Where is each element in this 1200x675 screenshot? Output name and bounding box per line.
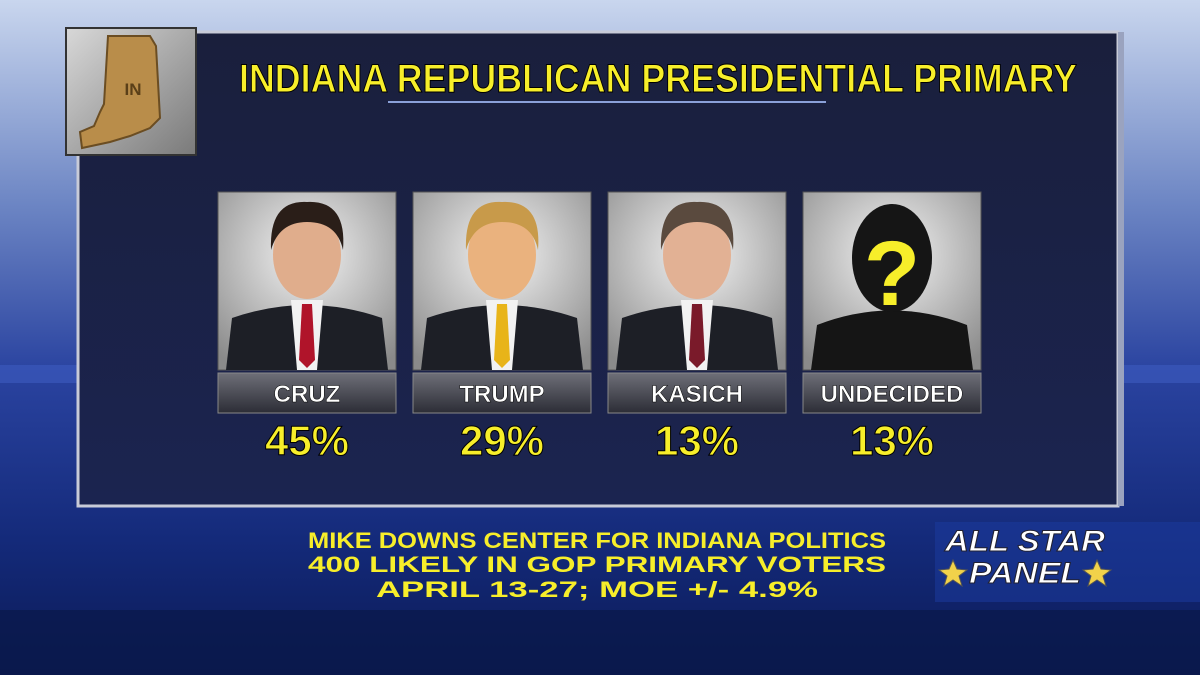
name-plate	[607, 372, 787, 414]
hair	[660, 201, 734, 250]
tie	[299, 304, 315, 368]
state-label: IN	[125, 80, 142, 99]
source-line: 400 LIKELY IN GOP PRIMARY VOTERS	[308, 552, 886, 577]
tie	[494, 304, 510, 368]
candidate-card: KASICH 13%	[607, 191, 787, 465]
face	[273, 211, 341, 299]
candidate-card: TRUMP 29%	[412, 191, 592, 465]
title: INDIANA REPUBLICAN PRESIDENTIAL PRIMARY	[239, 57, 1077, 101]
name-plate	[412, 372, 592, 414]
logo-star	[1081, 558, 1113, 588]
source-line: MIKE DOWNS CENTER FOR INDIANA POLITICS	[308, 528, 886, 553]
name-plate	[217, 372, 397, 414]
source-line: APRIL 13-27; MOE +/- 4.9%	[376, 577, 818, 602]
background-floor	[0, 610, 1200, 675]
logo-star	[937, 558, 969, 588]
unknown-mark: ?	[864, 223, 920, 325]
candidate-result: 13%	[850, 417, 934, 464]
candidate-result: 29%	[460, 417, 544, 464]
logo-text: ALL STAR	[944, 525, 1105, 558]
candidate-card: CRUZ 45%	[217, 191, 397, 465]
tie	[689, 304, 705, 368]
candidate-name: UNDECIDED	[821, 381, 964, 408]
name-plate	[802, 372, 982, 414]
face	[468, 211, 536, 299]
show-logo: ALL STAR PANEL	[935, 522, 1200, 602]
candidate-name: TRUMP	[459, 381, 544, 408]
logo-backdrop	[935, 522, 1200, 602]
silhouette-head	[852, 204, 932, 312]
hair	[270, 201, 344, 250]
candidate-cards: CRUZ 45% TRUMP 29% KASICH 13%? UNDECIDED 13%	[217, 191, 982, 465]
logo-text: PANEL	[969, 557, 1081, 590]
silhouette	[811, 310, 973, 370]
candidate-result: 45%	[265, 417, 349, 464]
panel-edge	[1118, 32, 1124, 506]
candidate-card: ? UNDECIDED 13%	[802, 191, 982, 465]
candidate-name: CRUZ	[274, 381, 341, 408]
footer: MIKE DOWNS CENTER FOR INDIANA POLITICS 4…	[308, 528, 886, 602]
state-shape	[78, 35, 162, 150]
hair	[465, 201, 539, 250]
candidate-result: 13%	[655, 417, 739, 464]
face	[663, 211, 731, 299]
candidate-name: KASICH	[651, 381, 743, 408]
